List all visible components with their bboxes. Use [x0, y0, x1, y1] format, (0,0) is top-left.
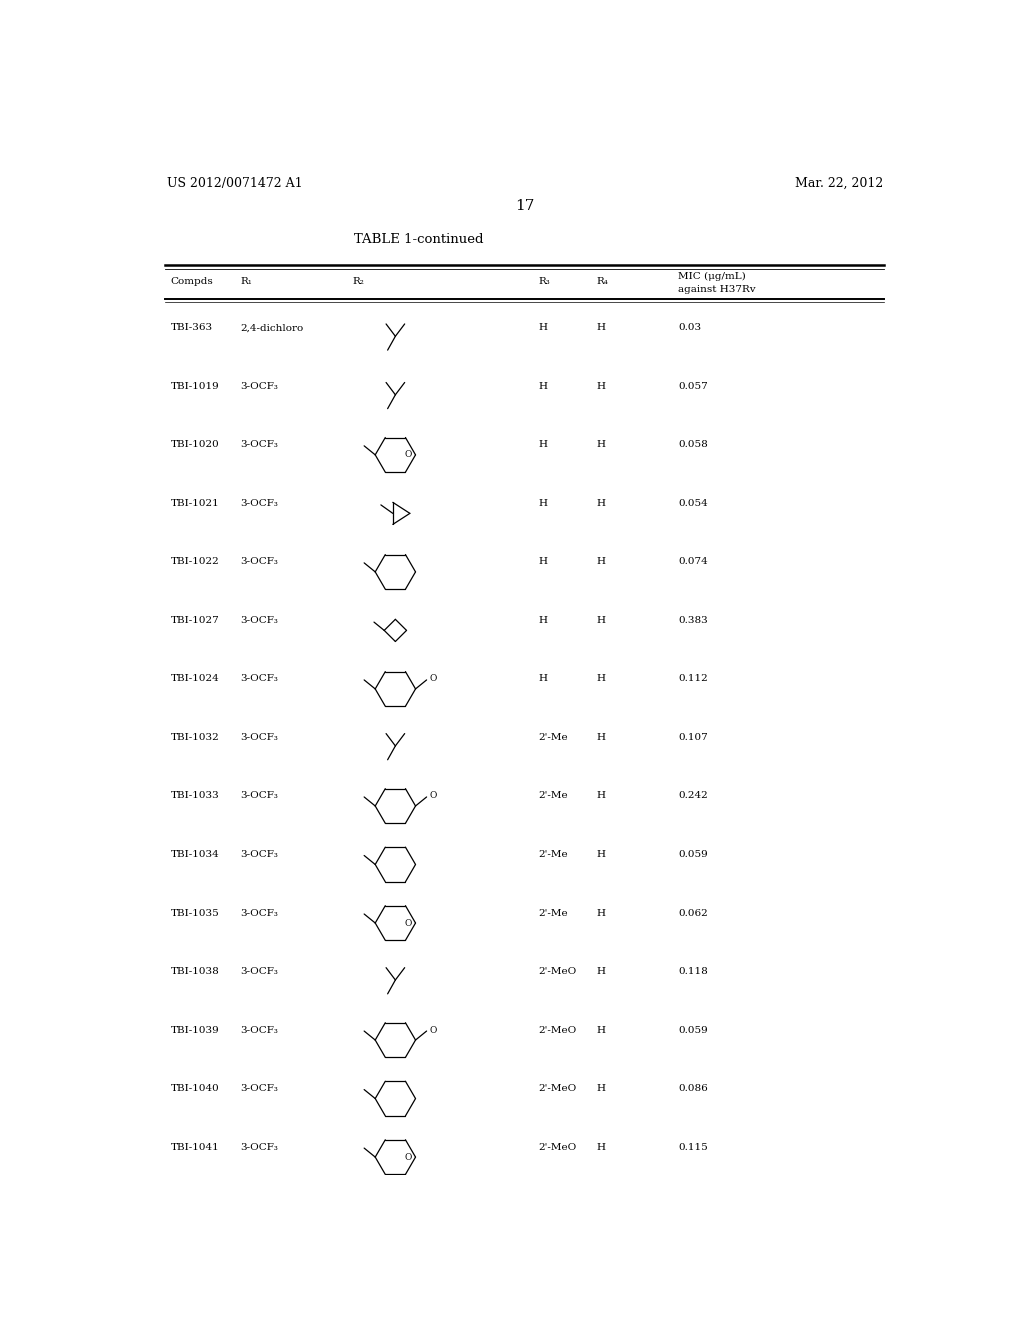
Text: 3-OCF₃: 3-OCF₃ [241, 1143, 279, 1151]
Text: 2'-MeO: 2'-MeO [539, 1143, 577, 1151]
Text: H: H [597, 1026, 606, 1035]
Text: O: O [430, 675, 437, 684]
Text: TBI-1038: TBI-1038 [171, 968, 219, 975]
Text: TBI-1020: TBI-1020 [171, 441, 219, 449]
Text: O: O [404, 450, 412, 459]
Text: H: H [597, 675, 606, 684]
Text: US 2012/0071472 A1: US 2012/0071472 A1 [167, 177, 302, 190]
Text: 3-OCF₃: 3-OCF₃ [241, 1084, 279, 1093]
Text: H: H [539, 675, 548, 684]
Text: 2'-Me: 2'-Me [539, 792, 568, 800]
Text: TBI-1022: TBI-1022 [171, 557, 219, 566]
Text: 3-OCF₃: 3-OCF₃ [241, 499, 279, 508]
Text: H: H [597, 499, 606, 508]
Text: 2'-Me: 2'-Me [539, 850, 568, 859]
Text: R₁: R₁ [241, 277, 252, 286]
Text: R₄: R₄ [597, 277, 608, 286]
Text: 0.062: 0.062 [678, 908, 708, 917]
Text: TBI-363: TBI-363 [171, 323, 213, 333]
Text: TBI-1021: TBI-1021 [171, 499, 219, 508]
Text: H: H [539, 323, 548, 333]
Text: MIC (μg/mL): MIC (μg/mL) [678, 272, 746, 281]
Text: 0.118: 0.118 [678, 968, 708, 975]
Text: 3-OCF₃: 3-OCF₃ [241, 616, 279, 624]
Text: 0.115: 0.115 [678, 1143, 708, 1151]
Text: H: H [539, 499, 548, 508]
Text: 17: 17 [515, 199, 535, 213]
Text: 0.074: 0.074 [678, 557, 708, 566]
Text: 3-OCF₃: 3-OCF₃ [241, 968, 279, 975]
Text: 0.086: 0.086 [678, 1084, 708, 1093]
Text: 2,4-dichloro: 2,4-dichloro [241, 323, 304, 333]
Text: H: H [539, 381, 548, 391]
Text: 3-OCF₃: 3-OCF₃ [241, 675, 279, 684]
Text: H: H [597, 381, 606, 391]
Text: Mar. 22, 2012: Mar. 22, 2012 [796, 177, 884, 190]
Text: H: H [597, 1143, 606, 1151]
Text: TBI-1027: TBI-1027 [171, 616, 219, 624]
Text: 0.242: 0.242 [678, 792, 708, 800]
Text: TBI-1032: TBI-1032 [171, 733, 219, 742]
Text: 0.057: 0.057 [678, 381, 708, 391]
Text: 3-OCF₃: 3-OCF₃ [241, 850, 279, 859]
Text: TBI-1040: TBI-1040 [171, 1084, 219, 1093]
Text: TBI-1034: TBI-1034 [171, 850, 219, 859]
Text: TBI-1039: TBI-1039 [171, 1026, 219, 1035]
Text: 0.03: 0.03 [678, 323, 701, 333]
Text: 0.059: 0.059 [678, 850, 708, 859]
Text: H: H [539, 441, 548, 449]
Text: 0.112: 0.112 [678, 675, 708, 684]
Text: R₃: R₃ [539, 277, 551, 286]
Text: TBI-1019: TBI-1019 [171, 381, 219, 391]
Text: H: H [539, 616, 548, 624]
Text: H: H [539, 557, 548, 566]
Text: TBI-1041: TBI-1041 [171, 1143, 219, 1151]
Text: H: H [597, 323, 606, 333]
Text: O: O [430, 1026, 437, 1035]
Text: Compds: Compds [171, 277, 213, 286]
Text: H: H [597, 908, 606, 917]
Text: TBI-1033: TBI-1033 [171, 792, 219, 800]
Text: 3-OCF₃: 3-OCF₃ [241, 441, 279, 449]
Text: O: O [404, 1152, 412, 1162]
Text: H: H [597, 792, 606, 800]
Text: H: H [597, 557, 606, 566]
Text: 2'-Me: 2'-Me [539, 733, 568, 742]
Text: TBI-1035: TBI-1035 [171, 908, 219, 917]
Text: 3-OCF₃: 3-OCF₃ [241, 733, 279, 742]
Text: against H37Rv: against H37Rv [678, 285, 756, 294]
Text: H: H [597, 850, 606, 859]
Text: O: O [430, 792, 437, 800]
Text: H: H [597, 441, 606, 449]
Text: TBI-1024: TBI-1024 [171, 675, 219, 684]
Text: 0.054: 0.054 [678, 499, 708, 508]
Text: R₂: R₂ [352, 277, 365, 286]
Text: 3-OCF₃: 3-OCF₃ [241, 1026, 279, 1035]
Text: 3-OCF₃: 3-OCF₃ [241, 381, 279, 391]
Text: 2'-MeO: 2'-MeO [539, 1026, 577, 1035]
Text: 2'-MeO: 2'-MeO [539, 1084, 577, 1093]
Text: 0.058: 0.058 [678, 441, 708, 449]
Text: H: H [597, 733, 606, 742]
Text: 0.059: 0.059 [678, 1026, 708, 1035]
Text: O: O [404, 919, 412, 928]
Text: 3-OCF₃: 3-OCF₃ [241, 557, 279, 566]
Text: 3-OCF₃: 3-OCF₃ [241, 792, 279, 800]
Text: H: H [597, 616, 606, 624]
Text: H: H [597, 1084, 606, 1093]
Text: 0.383: 0.383 [678, 616, 708, 624]
Text: 2'-MeO: 2'-MeO [539, 968, 577, 975]
Text: TABLE 1-continued: TABLE 1-continued [354, 232, 483, 246]
Text: 3-OCF₃: 3-OCF₃ [241, 908, 279, 917]
Text: 2'-Me: 2'-Me [539, 908, 568, 917]
Text: H: H [597, 968, 606, 975]
Text: 0.107: 0.107 [678, 733, 708, 742]
